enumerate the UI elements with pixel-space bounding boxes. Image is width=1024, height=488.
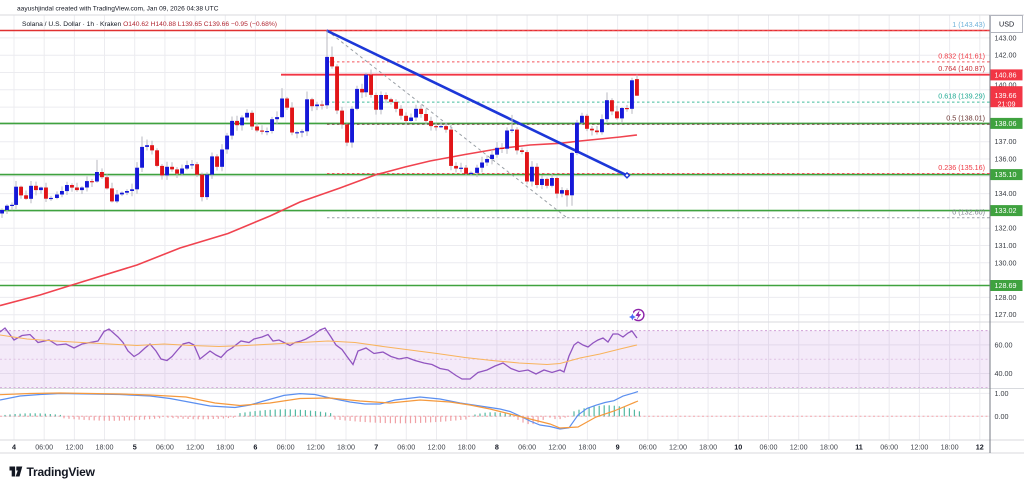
svg-text:21:09: 21:09 [998, 100, 1016, 109]
svg-text:143.00: 143.00 [995, 33, 1017, 42]
svg-text:8: 8 [495, 443, 499, 452]
svg-text:12:00: 12:00 [186, 443, 204, 452]
svg-text:0.236 (135.16): 0.236 (135.16) [938, 163, 985, 172]
svg-text:12:00: 12:00 [669, 443, 687, 452]
svg-text:140.00: 140.00 [995, 80, 1017, 89]
svg-text:6: 6 [253, 443, 257, 452]
svg-text:135.10: 135.10 [995, 170, 1017, 179]
svg-text:0.764 (140.87): 0.764 (140.87) [938, 64, 985, 73]
svg-text:0.5 (138.01): 0.5 (138.01) [946, 114, 985, 123]
svg-text:12:00: 12:00 [910, 443, 928, 452]
svg-text:4: 4 [12, 443, 16, 452]
svg-text:06:00: 06:00 [518, 443, 536, 452]
svg-text:0.832 (141.61): 0.832 (141.61) [938, 51, 985, 60]
svg-text:138.06: 138.06 [995, 119, 1017, 128]
svg-text:0.618 (139.29): 0.618 (139.29) [938, 92, 985, 101]
svg-text:06:00: 06:00 [35, 443, 53, 452]
svg-text:1.00: 1.00 [995, 389, 1009, 398]
svg-text:06:00: 06:00 [156, 443, 174, 452]
svg-text:06:00: 06:00 [639, 443, 657, 452]
svg-text:127.00: 127.00 [995, 310, 1017, 319]
svg-text:06:00: 06:00 [397, 443, 415, 452]
svg-text:USD: USD [999, 20, 1014, 29]
svg-text:10: 10 [734, 443, 742, 452]
svg-text:132.00: 132.00 [995, 224, 1017, 233]
svg-text:18:00: 18:00 [216, 443, 234, 452]
svg-text:5: 5 [133, 443, 137, 452]
svg-text:140.86: 140.86 [995, 70, 1017, 79]
svg-text:0.00: 0.00 [995, 412, 1009, 421]
svg-text:1 (143.43): 1 (143.43) [952, 20, 985, 29]
svg-text:7: 7 [374, 443, 378, 452]
svg-text:18:00: 18:00 [96, 443, 114, 452]
svg-text:18:00: 18:00 [578, 443, 596, 452]
svg-text:12:00: 12:00 [307, 443, 325, 452]
svg-text:18:00: 18:00 [337, 443, 355, 452]
svg-text:60.00: 60.00 [995, 340, 1013, 349]
svg-text:131.00: 131.00 [995, 241, 1017, 250]
svg-text:12:00: 12:00 [65, 443, 83, 452]
svg-text:06:00: 06:00 [277, 443, 295, 452]
svg-text:06:00: 06:00 [880, 443, 898, 452]
svg-text:18:00: 18:00 [458, 443, 476, 452]
svg-text:0 (132.60): 0 (132.60) [952, 207, 985, 216]
svg-text:18:00: 18:00 [941, 443, 959, 452]
svg-text:12: 12 [976, 443, 984, 452]
svg-text:9: 9 [616, 443, 620, 452]
svg-text:11: 11 [855, 443, 863, 452]
svg-text:18:00: 18:00 [699, 443, 717, 452]
svg-text:06:00: 06:00 [760, 443, 778, 452]
svg-text:137.00: 137.00 [995, 137, 1017, 146]
svg-text:Solana / U.S. Dollar · 1h · Kr: Solana / U.S. Dollar · 1h · Kraken O140.… [22, 21, 277, 28]
svg-text:12:00: 12:00 [790, 443, 808, 452]
svg-text:128.00: 128.00 [995, 293, 1017, 302]
svg-text:142.00: 142.00 [995, 51, 1017, 60]
svg-text:128.69: 128.69 [995, 281, 1017, 290]
svg-text:18:00: 18:00 [820, 443, 838, 452]
svg-text:134.00: 134.00 [995, 189, 1017, 198]
svg-text:aayushjindal created with Trad: aayushjindal created with TradingView.co… [17, 6, 219, 13]
svg-text:139.66: 139.66 [995, 91, 1017, 100]
svg-text:130.00: 130.00 [995, 258, 1017, 267]
svg-text:136.00: 136.00 [995, 155, 1017, 164]
svg-text:133.02: 133.02 [995, 206, 1017, 215]
svg-text:12:00: 12:00 [548, 443, 566, 452]
svg-text:40.00: 40.00 [995, 369, 1013, 378]
svg-text:12:00: 12:00 [428, 443, 446, 452]
svg-text:TradingView: TradingView [27, 465, 96, 479]
